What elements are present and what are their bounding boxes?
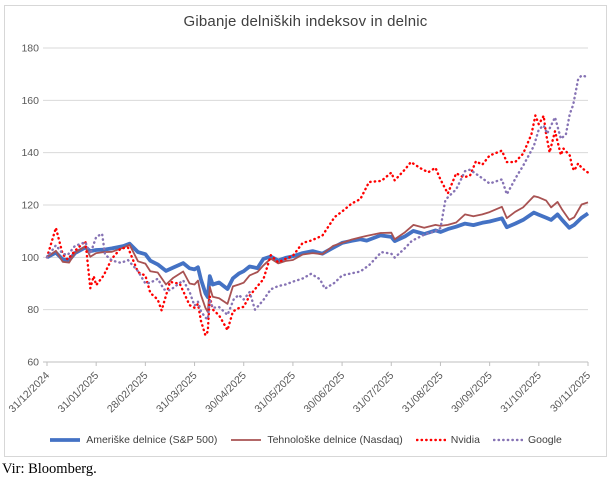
series-line-1 — [46, 210, 590, 300]
x-tick-label: 30/11/2025 — [548, 370, 593, 415]
y-tick-label: 160 — [21, 95, 39, 107]
chart-title: Gibanje delniških indeksov in delnic — [183, 13, 428, 30]
legend-sample-1 — [50, 438, 81, 442]
x-tick-label: 30/04/2025 — [203, 370, 249, 416]
y-tick-label: 120 — [21, 200, 39, 212]
x-tick-label: 31/03/2025 — [154, 370, 200, 416]
legend-item-nvidia: Nvidia — [415, 434, 480, 446]
legend-item-sp500: Ameriške delnice (S&P 500) — [49, 434, 217, 446]
legend-sample-2 — [231, 439, 262, 441]
x-tick-label: 31/12/2024 — [6, 370, 52, 416]
x-tick-label: 31/10/2025 — [498, 370, 544, 416]
x-tick-label: 30/06/2025 — [302, 370, 348, 416]
legend-label-sp500: Ameriške delnice (S&P 500) — [86, 434, 218, 446]
y-tick-label: 100 — [21, 252, 39, 264]
x-tick-label: 28/02/2025 — [105, 370, 151, 416]
y-tick-label: 140 — [21, 147, 39, 159]
x-tick-label: 31/01/2025 — [56, 370, 102, 416]
legend-sample-4 — [492, 438, 523, 442]
x-tick-label: 30/09/2025 — [449, 370, 495, 416]
legend: Ameriške delnice (S&P 500) Tehnološke de… — [5, 434, 606, 446]
source-note: Vir: Bloomberg. — [2, 461, 97, 477]
x-tick-label: 31/07/2025 — [351, 370, 397, 416]
x-tick-label: 31/05/2025 — [252, 370, 298, 416]
legend-sample-3 — [415, 438, 446, 442]
legend-label-google: Google — [527, 434, 562, 446]
legend-item-nasdaq: Tehnološke delnice (Nasdaq) — [230, 434, 403, 446]
y-tick-label: 60 — [27, 357, 39, 369]
series-line-3 — [45, 114, 590, 337]
y-tick-label: 180 — [21, 43, 39, 55]
legend-label-nvidia: Nvidia — [450, 434, 480, 446]
series-line-4 — [45, 74, 590, 321]
x-tick-label: 31/08/2025 — [400, 370, 446, 416]
chart-figure: 180 160 140 120 100 80 60 31/12/2024 31/01/2025 2… — [4, 5, 607, 457]
legend-item-google: Google — [492, 434, 562, 446]
legend-label-nasdaq: Tehnološke delnice (Nasdaq) — [267, 434, 403, 446]
series-line-2 — [46, 195, 589, 313]
y-tick-label: 80 — [27, 304, 39, 316]
